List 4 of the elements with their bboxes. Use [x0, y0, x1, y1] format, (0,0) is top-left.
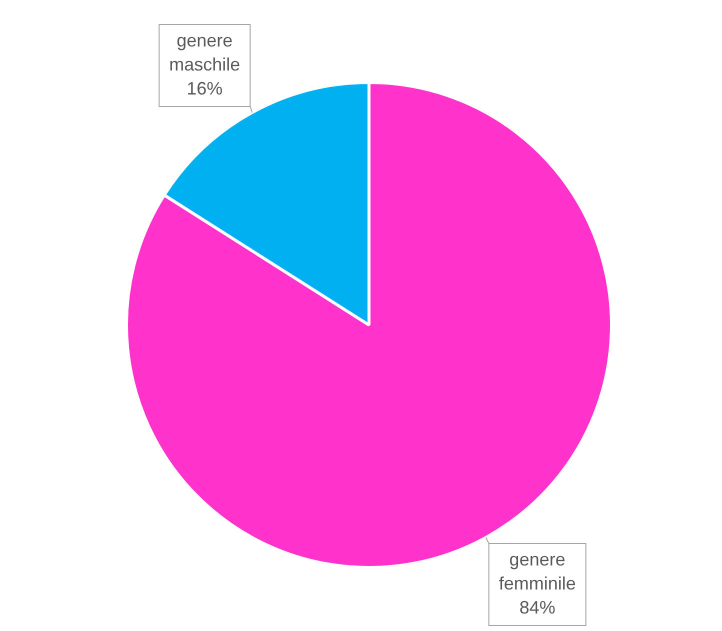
slice-label: genere maschile	[169, 30, 240, 74]
data-label: 84%	[519, 597, 556, 618]
slice-label: genere femminile	[498, 549, 576, 594]
data-label: 16%	[186, 78, 223, 98]
